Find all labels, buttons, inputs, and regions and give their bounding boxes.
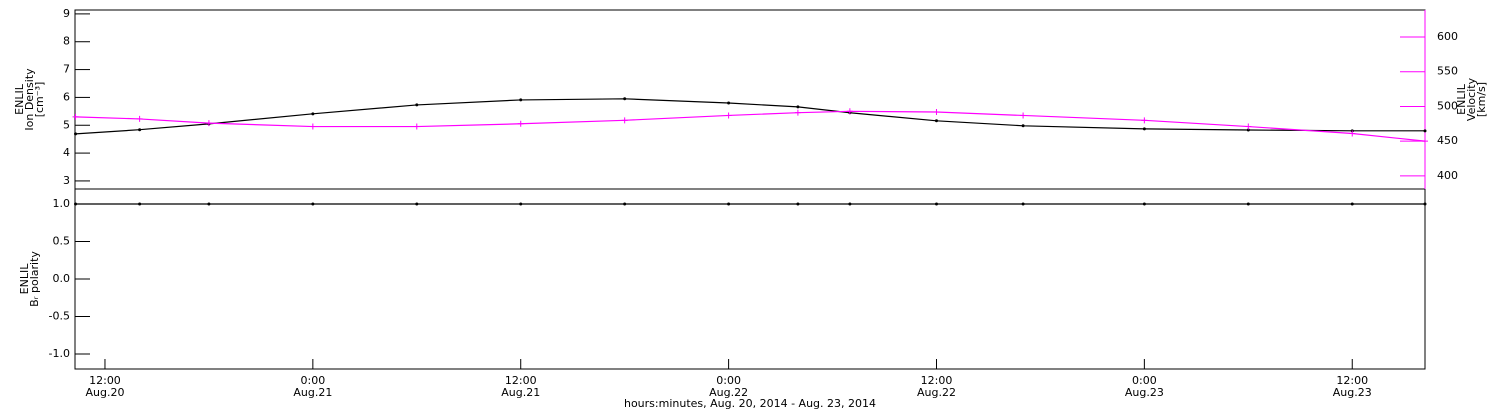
data-point bbox=[413, 123, 420, 130]
y2-tick-label: 400 bbox=[1437, 169, 1458, 182]
y-axis-title: [cm⁻³] bbox=[33, 82, 46, 118]
data-point bbox=[934, 119, 938, 123]
x-date-label: Aug.23 bbox=[1333, 386, 1372, 399]
y-axis-title: ENLIL bbox=[13, 83, 26, 115]
y-axis-title: ENLIL bbox=[18, 263, 31, 295]
data-point bbox=[1245, 123, 1252, 130]
x-tick-label: 0:00 bbox=[300, 374, 325, 387]
x-date-label: Aug.22 bbox=[917, 386, 956, 399]
y-tick-label: 0.0 bbox=[53, 272, 71, 285]
data-point bbox=[517, 120, 524, 127]
y-tick-label: 3 bbox=[63, 174, 70, 187]
data-point bbox=[519, 202, 523, 206]
data-point bbox=[934, 202, 938, 206]
x-date-label: Aug.22 bbox=[709, 386, 748, 399]
y-tick-label: 1.0 bbox=[53, 197, 71, 210]
data-point bbox=[415, 202, 419, 206]
y-tick-label: 9 bbox=[63, 7, 70, 20]
y2-axis-title: ENLIL bbox=[1455, 83, 1468, 115]
data-point bbox=[1246, 202, 1250, 206]
x-date-label: Aug.21 bbox=[501, 386, 540, 399]
data-point bbox=[309, 123, 316, 130]
data-point bbox=[1020, 112, 1027, 119]
y-tick-label: -1.0 bbox=[49, 347, 70, 360]
data-point bbox=[415, 103, 419, 107]
data-point bbox=[136, 115, 143, 122]
x-tick-label: 12:00 bbox=[1336, 374, 1368, 387]
data-point bbox=[796, 105, 800, 109]
x-date-label: Aug.20 bbox=[85, 386, 124, 399]
data-point bbox=[1141, 117, 1148, 124]
data-point bbox=[623, 97, 627, 101]
x-date-label: Aug.21 bbox=[293, 386, 332, 399]
y-axis-title: Ion Density bbox=[23, 68, 36, 131]
data-point bbox=[727, 202, 731, 206]
y2-tick-label: 450 bbox=[1437, 134, 1458, 147]
x-tick-label: 12:00 bbox=[921, 374, 953, 387]
y2-axis-title: [km/s] bbox=[1475, 82, 1488, 117]
x-tick-label: 12:00 bbox=[89, 374, 121, 387]
data-point bbox=[1142, 202, 1146, 206]
x-tick-label: 12:00 bbox=[505, 374, 537, 387]
data-point bbox=[725, 112, 732, 119]
data-point bbox=[1021, 124, 1025, 128]
top-panel-frame bbox=[74, 9, 1426, 190]
y-axis-title: Bᵣ polarity bbox=[28, 251, 41, 307]
data-point bbox=[621, 117, 628, 124]
data-point bbox=[72, 113, 79, 120]
series-line bbox=[75, 98, 1425, 135]
x-axis-title: hours:minutes, Aug. 20, 2014 - Aug. 23, … bbox=[624, 397, 876, 410]
data-point bbox=[623, 202, 627, 206]
data-point bbox=[1349, 130, 1356, 137]
data-point bbox=[207, 202, 211, 206]
data-point bbox=[1350, 202, 1354, 206]
data-point bbox=[1423, 202, 1427, 206]
data-point bbox=[311, 112, 315, 116]
data-point bbox=[1422, 138, 1428, 145]
data-point bbox=[933, 108, 940, 115]
data-point bbox=[74, 202, 78, 206]
data-point bbox=[727, 101, 731, 105]
x-date-label: Aug.23 bbox=[1125, 386, 1164, 399]
y2-axis-title: Velocity bbox=[1465, 77, 1478, 121]
y-tick-label: -0.5 bbox=[49, 310, 70, 323]
data-point bbox=[138, 202, 142, 206]
data-point bbox=[848, 202, 852, 206]
y-tick-label: 6 bbox=[63, 90, 70, 103]
y2-tick-label: 600 bbox=[1437, 30, 1458, 43]
y-tick-label: 4 bbox=[63, 146, 70, 159]
data-point bbox=[796, 202, 800, 206]
data-point bbox=[519, 98, 523, 102]
data-point bbox=[138, 128, 142, 132]
data-point bbox=[205, 120, 212, 127]
x-tick-label: 0:00 bbox=[1132, 374, 1157, 387]
data-point bbox=[74, 132, 78, 136]
data-point bbox=[1423, 129, 1427, 133]
data-point bbox=[846, 108, 853, 115]
series-line bbox=[75, 110, 1426, 142]
data-point bbox=[1021, 202, 1025, 206]
data-point bbox=[794, 109, 801, 116]
y2-tick-label: 550 bbox=[1437, 65, 1458, 78]
data-point bbox=[1246, 128, 1250, 132]
y-tick-label: 8 bbox=[63, 35, 70, 48]
y-tick-label: 0.5 bbox=[53, 235, 71, 248]
data-point bbox=[311, 202, 315, 206]
y-tick-label: 7 bbox=[63, 63, 70, 76]
y2-tick-label: 500 bbox=[1437, 99, 1458, 112]
data-point bbox=[1142, 127, 1146, 131]
bottom-panel-frame bbox=[74, 188, 1426, 370]
x-tick-label: 0:00 bbox=[716, 374, 741, 387]
y-tick-label: 5 bbox=[63, 118, 70, 131]
